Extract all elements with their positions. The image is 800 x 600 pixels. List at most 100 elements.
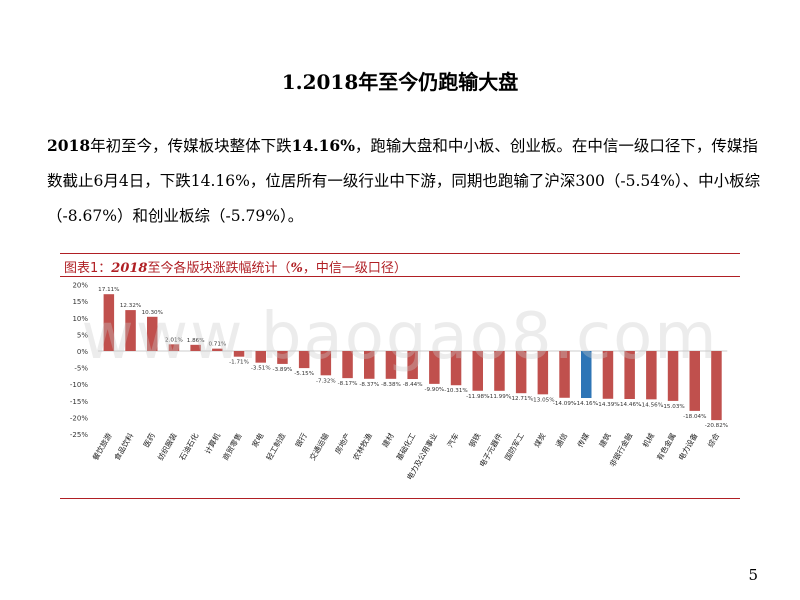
data-label: -7.32%	[316, 378, 336, 384]
category-label: 计算机	[202, 431, 222, 456]
caption-scope: ，中信一级口径）	[302, 261, 407, 276]
bar	[320, 351, 332, 376]
y-tick-label: 20%	[72, 282, 88, 290]
data-label: -3.51%	[251, 366, 271, 372]
caption-year: 2018	[111, 261, 148, 276]
y-tick-label: -10%	[70, 381, 88, 389]
category-label: 农林牧渔	[350, 431, 374, 462]
y-tick-label: -5%	[74, 365, 88, 373]
bar	[689, 351, 700, 411]
data-label: -14.39%	[596, 402, 619, 408]
category-label: 轻工制造	[264, 431, 288, 462]
bar	[602, 351, 614, 399]
data-label: -5.15%	[294, 371, 314, 377]
bar	[342, 351, 353, 379]
data-label: -8.17%	[338, 381, 358, 387]
bar	[646, 351, 657, 400]
bar	[233, 351, 245, 357]
category-label: 纺织服装	[155, 431, 179, 462]
category-label: 商贸零售	[220, 431, 244, 462]
y-tick-label: 5%	[77, 331, 88, 339]
bar	[624, 351, 635, 400]
bar	[125, 310, 136, 351]
data-label: 17.11%	[98, 287, 119, 293]
para-drop: 14.16%	[291, 136, 355, 155]
category-label: 汽车	[445, 431, 461, 449]
bar	[494, 351, 505, 391]
category-label: 电力设备	[676, 431, 700, 462]
slide-title: 1.2018年至今仍跑输大盘	[281, 70, 519, 94]
caption-bottom-rule	[60, 276, 740, 277]
data-label: 12.32%	[120, 303, 141, 309]
data-label: 1.86%	[187, 338, 205, 344]
category-label: 国防军工	[502, 431, 526, 462]
data-label: -8.38%	[381, 382, 401, 388]
caption-unit: %	[290, 261, 303, 276]
data-label: -15.03%	[661, 404, 684, 410]
data-label: 10.30%	[142, 310, 163, 316]
data-label: -11.99%	[488, 394, 511, 400]
intro-paragraph: 2018年初至今，传媒板块整体下跌14.16%，跑输大盘和中小板、创业板。在中信…	[47, 128, 762, 234]
data-label: -18.04%	[683, 414, 706, 420]
sector-returns-chart: 20% 15% 10% 5% 0% -5% -10% -15% -20% -25% 17.11% 餐饮…	[70, 282, 728, 482]
bar	[667, 351, 679, 401]
bar	[472, 351, 483, 391]
category-label: 综合	[705, 431, 721, 449]
data-label: -14.16%	[575, 401, 598, 407]
bar	[298, 351, 310, 369]
category-label: 钢铁	[466, 431, 482, 449]
bar	[537, 351, 549, 395]
data-label: -20.82%	[705, 423, 728, 429]
data-label: -9.90%	[424, 387, 444, 393]
bar	[450, 351, 462, 386]
y-tick-label: -20%	[70, 414, 88, 422]
y-tick-label: -15%	[70, 398, 88, 406]
category-label: 食品饮料	[112, 431, 136, 462]
bar	[581, 351, 592, 399]
data-label: -13.05%	[531, 397, 554, 403]
bar	[429, 351, 440, 384]
data-label: -11.98%	[466, 394, 489, 400]
data-label: -3.89%	[273, 367, 293, 373]
category-label: 医药	[141, 431, 157, 449]
bar	[515, 351, 527, 394]
data-label: -1.71%	[229, 360, 249, 366]
bar	[407, 351, 418, 380]
category-label: 银行	[293, 431, 309, 449]
chart-bottom-rule	[60, 498, 740, 499]
bar	[168, 344, 180, 351]
data-label: -12.71%	[509, 396, 532, 402]
data-label: -8.44%	[403, 382, 423, 388]
bar	[364, 351, 375, 379]
category-label: 有色金属	[654, 431, 678, 462]
category-label: 家电	[249, 431, 265, 449]
category-label: 基础化工	[394, 431, 418, 462]
category-label: 房地产	[332, 431, 352, 455]
bar	[103, 294, 115, 351]
category-label: 石油石化	[177, 431, 201, 462]
bar	[212, 348, 223, 351]
page-number: 5	[748, 566, 758, 584]
data-label: -14.46%	[618, 402, 641, 408]
y-tick-label: 15%	[72, 298, 88, 306]
category-label: 建筑	[597, 431, 613, 449]
para-text-1: 年初至今，传媒板块整体下跌	[90, 137, 292, 155]
data-label: -8.37%	[359, 382, 379, 388]
bar	[559, 351, 570, 398]
bar	[147, 316, 158, 351]
category-label: 机械	[640, 431, 656, 449]
data-label: -14.09%	[553, 401, 576, 407]
watermark: www.baogao8.com	[81, 300, 719, 374]
data-label: -10.31%	[444, 388, 467, 394]
para-text-2: ，跑输大盘和中小板、创业板。在中信一级口径下，传媒指数截止6月4日，下跌14.1…	[47, 137, 761, 225]
data-label: -14.56%	[640, 402, 663, 408]
caption-top-rule	[60, 253, 740, 254]
y-tick-label: -25%	[70, 431, 88, 439]
category-label: 餐饮旅游	[90, 431, 114, 462]
category-label: 交通运输	[307, 431, 331, 462]
category-label: 通信	[553, 431, 569, 449]
caption-label: 图表1：	[64, 261, 112, 276]
category-label: 建材	[380, 431, 396, 449]
figure-caption: 图表1：2018至今各版块涨跌幅统计（%，中信一级口径）	[64, 257, 407, 276]
y-tick-label: 10%	[72, 315, 88, 323]
